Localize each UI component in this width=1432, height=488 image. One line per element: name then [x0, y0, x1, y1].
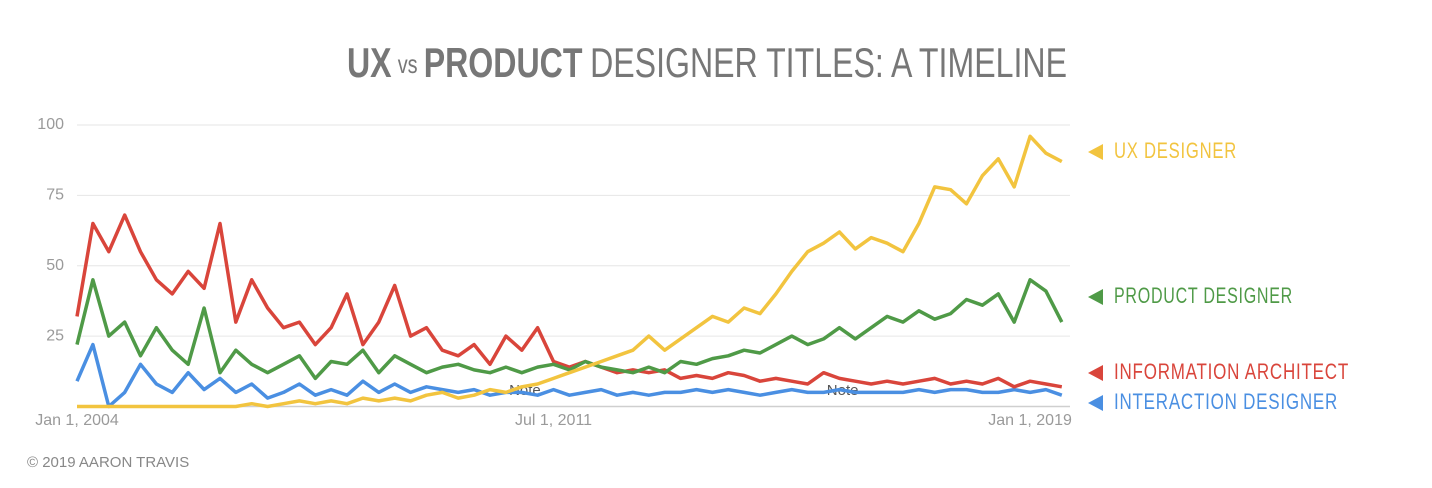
credit: © 2019 AARON TRAVIS: [27, 454, 189, 471]
title-part: vs: [398, 49, 418, 79]
legend-label: INFORMATION ARCHITECT: [1114, 359, 1349, 384]
title-part: UX: [347, 39, 392, 86]
chart-title: UXvsPRODUCTDESIGNER TITLES: A TIMELINE: [347, 39, 1067, 86]
series-line: [75, 213, 1063, 389]
x-tick-label: Jan 1, 2004: [35, 412, 119, 429]
legend-label: INTERACTION DESIGNER: [1114, 389, 1338, 414]
y-tick-label: 50: [46, 257, 64, 274]
legend-label: UX DESIGNER: [1114, 138, 1237, 163]
x-tick-label: Jul 1, 2011: [515, 412, 592, 429]
y-tick-label: 75: [46, 187, 64, 204]
title-part: PRODUCT: [424, 39, 583, 86]
legend-marker: [1088, 144, 1103, 160]
series-line: [75, 278, 1064, 381]
legend-label: PRODUCT DESIGNER: [1114, 283, 1293, 308]
legend-marker: [1088, 395, 1103, 411]
series-line: [77, 134, 1063, 409]
y-tick-label: 25: [46, 327, 64, 344]
series-line: [75, 342, 1063, 409]
legend-marker: [1088, 289, 1103, 305]
y-tick-label: 100: [37, 116, 64, 133]
x-tick-label: Jan 1, 2019: [988, 412, 1072, 429]
title-part: DESIGNER TITLES: A TIMELINE: [590, 39, 1067, 86]
legend-marker: [1088, 365, 1103, 381]
